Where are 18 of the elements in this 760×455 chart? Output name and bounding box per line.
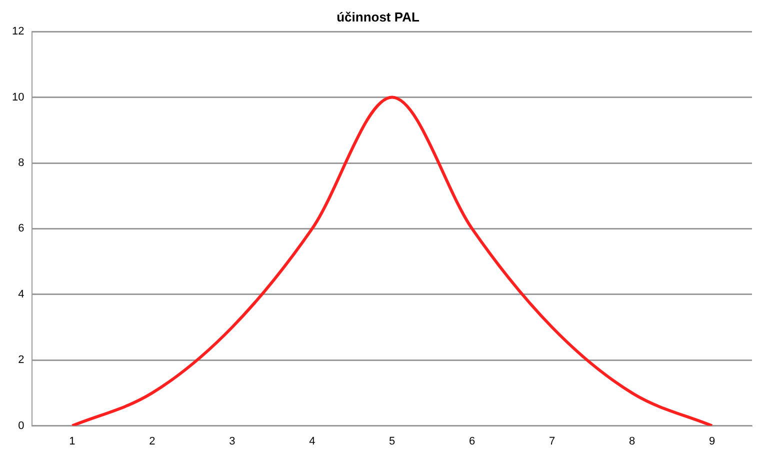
x-tick-label: 9 <box>708 435 716 448</box>
y-tick-label: 8 <box>18 157 24 170</box>
y-tick-label: 4 <box>18 288 24 300</box>
chart-title: účinnost PAL <box>336 9 420 24</box>
x-tick-label: 2 <box>149 435 156 448</box>
x-tick-label: 5 <box>389 435 396 448</box>
x-tick-label: 8 <box>628 435 636 448</box>
x-tick-label: 4 <box>309 435 316 448</box>
line-series <box>70 96 714 426</box>
y-tick-label: 2 <box>18 354 24 366</box>
y-tick-label: 12 <box>12 26 24 38</box>
x-tick-label: 1 <box>69 435 76 448</box>
x-tick-label: 6 <box>469 435 476 448</box>
y-tick-label: 6 <box>18 222 24 235</box>
x-tick-label: 3 <box>229 435 236 448</box>
y-tick-label: 0 <box>18 420 24 432</box>
y-tick-label: 10 <box>12 91 24 104</box>
x-tick-label: 7 <box>549 435 556 448</box>
